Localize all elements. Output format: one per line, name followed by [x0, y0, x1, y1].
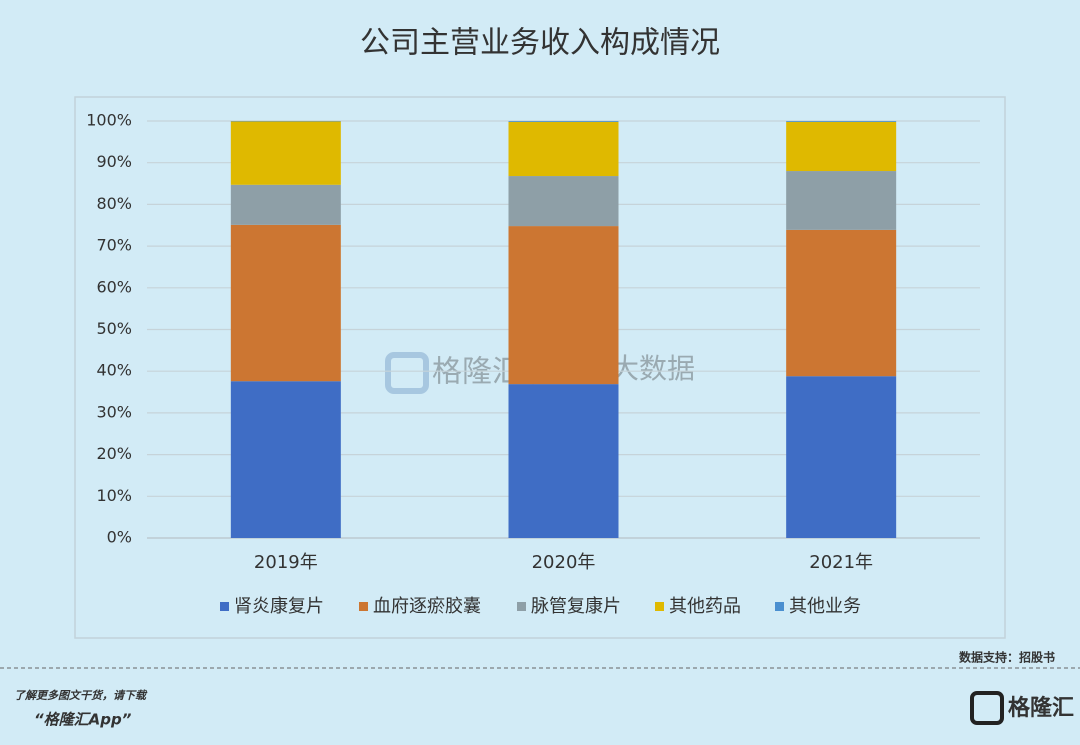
bar-segment: [508, 384, 619, 538]
footer-logo-icon: [970, 691, 1004, 725]
bar-segment: [508, 176, 619, 227]
y-tick-label: 80%: [96, 194, 132, 213]
y-tick-label: 20%: [96, 444, 132, 463]
bar-segment: [786, 121, 897, 122]
y-tick-label: 70%: [96, 236, 132, 255]
bar-segment: [230, 121, 341, 185]
y-tick-label: 90%: [96, 152, 132, 171]
chart-title: 公司主营业务收入构成情况: [360, 26, 720, 61]
bar-segment: [786, 121, 897, 172]
y-tick-label: 100%: [86, 111, 132, 130]
footer-prompt: 了解更多图文干货，请下载: [14, 689, 148, 702]
legend-marker: [655, 602, 664, 611]
bar-segment: [786, 171, 897, 230]
x-tick-label: 2020年: [532, 552, 596, 573]
watermark-icon: [385, 352, 429, 394]
legend-label: 其他业务: [789, 596, 861, 617]
bar-segment: [508, 121, 619, 122]
legend-marker: [775, 602, 784, 611]
bar-segment: [230, 381, 341, 538]
footer-logo: 格隆汇: [1008, 695, 1074, 721]
source: 数据支持：招股书: [959, 650, 1055, 665]
legend-marker: [359, 602, 368, 611]
y-tick-label: 30%: [96, 402, 132, 421]
y-tick-label: 40%: [96, 361, 132, 380]
bar-segment: [230, 184, 341, 225]
legend-label: 肾炎康复片: [234, 596, 324, 617]
bar-segment: [786, 376, 897, 538]
bar-segment: [508, 121, 619, 177]
y-tick-label: 50%: [96, 319, 132, 338]
x-tick-label: 2021年: [809, 552, 873, 573]
legend-marker: [220, 602, 229, 611]
legend-label: 脉管复康片: [531, 596, 621, 617]
legend-label: 其他药品: [669, 596, 741, 617]
y-tick-label: 60%: [96, 277, 132, 296]
bar-segment: [230, 224, 341, 382]
y-tick-label: 0%: [107, 528, 132, 547]
bar-segment: [786, 229, 897, 377]
legend-label: 血府逐瘀胶囊: [373, 596, 481, 617]
y-tick-label: 10%: [96, 486, 132, 505]
legend-marker: [517, 602, 526, 611]
x-tick-label: 2019年: [254, 552, 318, 573]
watermark-brand: 格隆汇: [432, 355, 522, 390]
bar-segment: [508, 226, 619, 385]
footer-app: “格隆汇App”: [34, 711, 132, 729]
